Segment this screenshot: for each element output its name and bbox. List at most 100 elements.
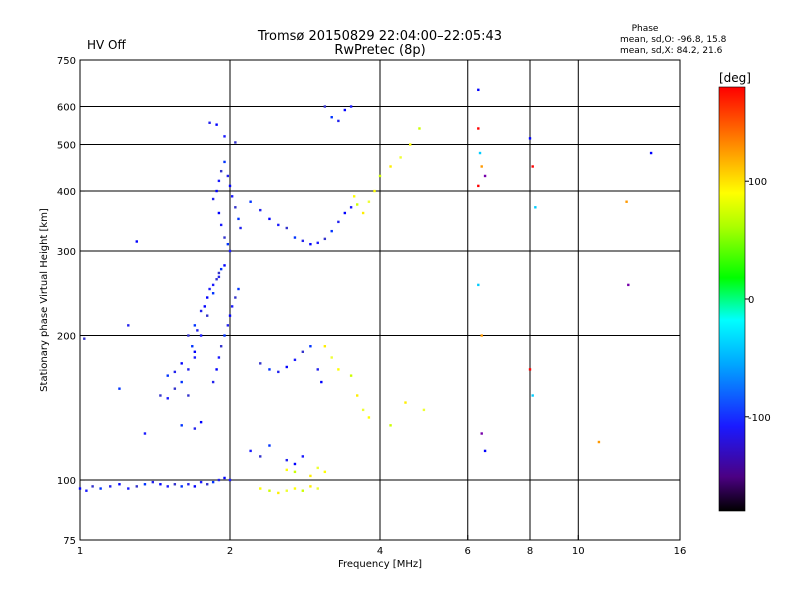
- data-point-s0-74: [226, 174, 230, 178]
- data-point-s0-104: [277, 370, 280, 374]
- data-point-s0-24: [127, 324, 130, 327]
- data-point-s0-47: [187, 334, 190, 337]
- data-point-s2-4: [483, 174, 487, 178]
- data-point-s0-75: [228, 184, 232, 188]
- data-point-s0-99: [337, 220, 340, 224]
- data-point-s0-67: [234, 296, 237, 299]
- data-point-s0-93: [293, 236, 297, 239]
- data-point-s0-60: [215, 368, 218, 371]
- colorbar-tick-label--100: -100: [748, 413, 771, 424]
- data-point-s0-119: [337, 119, 340, 123]
- data-point-s0-100: [343, 211, 347, 215]
- data-point-s0-112: [259, 455, 262, 458]
- data-point-s0-85: [215, 123, 218, 126]
- data-point-s1-19: [330, 356, 333, 359]
- data-point-s0-64: [226, 324, 230, 327]
- data-point-s0-58: [219, 267, 223, 271]
- data-point-s0-78: [237, 217, 240, 221]
- data-point-s1-12: [373, 189, 376, 193]
- data-point-s0-9: [151, 480, 155, 484]
- data-point-s0-79: [239, 226, 242, 230]
- data-point-s0-113: [268, 444, 271, 447]
- data-point-s2-5: [528, 137, 532, 140]
- data-point-s1-18: [323, 345, 327, 348]
- data-point-s0-114: [285, 458, 288, 462]
- data-point-s0-42: [205, 314, 209, 317]
- data-point-s1-17: [418, 127, 421, 130]
- phase-heading: Phase: [632, 24, 659, 34]
- data-point-s0-81: [219, 223, 223, 227]
- data-point-s0-110: [320, 380, 323, 384]
- data-point-s0-0: [78, 487, 82, 490]
- data-point-s0-16: [199, 480, 203, 484]
- data-point-s0-77: [234, 206, 237, 209]
- data-point-s0-40: [193, 350, 197, 353]
- x-tick-label-1: 1: [77, 546, 83, 557]
- data-point-s1-31: [316, 466, 319, 470]
- data-point-s2-8: [625, 200, 628, 203]
- data-point-s1-10: [361, 211, 365, 215]
- data-point-s0-46: [228, 249, 232, 253]
- x-tick-label-4: 4: [377, 546, 383, 557]
- data-point-s0-109: [316, 368, 319, 371]
- data-point-s0-98: [330, 229, 333, 233]
- data-point-s0-71: [217, 179, 221, 183]
- data-point-s0-73: [223, 160, 226, 164]
- data-point-s0-111: [249, 449, 252, 453]
- data-point-s2-14: [480, 432, 483, 435]
- data-point-s0-107: [301, 350, 305, 353]
- data-point-s1-8: [352, 195, 356, 198]
- colorbar-tick-label-100: 100: [748, 177, 767, 188]
- data-point-s0-52: [217, 271, 221, 275]
- data-point-s0-105: [285, 365, 288, 369]
- data-point-s0-106: [293, 358, 297, 362]
- data-point-s0-62: [219, 345, 223, 348]
- data-point-s1-16: [409, 143, 412, 146]
- data-point-s0-51: [211, 283, 215, 287]
- colorbar-tick-label-0: 0: [748, 295, 754, 306]
- x-tick-label-6: 6: [465, 546, 471, 557]
- data-point-s0-1: [85, 489, 88, 492]
- status-label: HV Off: [87, 38, 126, 52]
- data-point-s0-37: [173, 387, 177, 390]
- data-point-s0-3: [99, 487, 102, 490]
- colorbar-gradient: [718, 86, 746, 512]
- data-point-s0-18: [211, 480, 215, 484]
- data-point-s0-10: [159, 483, 162, 486]
- data-point-s0-7: [135, 485, 138, 488]
- data-point-s0-69: [211, 197, 215, 201]
- y-tick-label-750: 750: [57, 56, 76, 67]
- data-point-s1-6: [309, 485, 312, 488]
- data-point-s0-44: [217, 275, 221, 279]
- plot-area: 1 2 4 6 8 10 16 75 100 200 300 400 500 600 750: [57, 56, 686, 557]
- data-point-s0-25: [135, 240, 138, 243]
- data-point-s0-59: [211, 380, 215, 384]
- data-point-s0-116: [301, 455, 305, 458]
- data-point-s0-36: [166, 397, 169, 400]
- data-point-s0-86: [223, 135, 226, 138]
- data-point-s2-2: [478, 151, 482, 155]
- data-point-s0-56: [208, 287, 211, 291]
- data-point-s2-9: [627, 283, 630, 287]
- data-point-s0-108: [309, 345, 312, 348]
- data-point-s1-24: [367, 416, 371, 419]
- data-point-s2-1: [477, 127, 480, 130]
- data-point-s0-50: [205, 296, 209, 299]
- data-point-s2-3: [480, 165, 483, 168]
- data-point-s1-5: [301, 489, 305, 492]
- data-point-s0-82: [223, 236, 226, 239]
- x-axis-label: Frequency [MHz]: [338, 559, 422, 570]
- data-point-s0-21: [228, 478, 232, 482]
- data-point-s0-45: [223, 264, 226, 267]
- x-tick-label-16: 16: [674, 546, 687, 557]
- data-point-s0-102: [259, 362, 262, 365]
- data-point-s2-18: [597, 440, 601, 444]
- data-point-s2-13: [480, 334, 483, 337]
- data-point-s2-15: [483, 449, 487, 453]
- colorbar-ticks: 100 0 -100: [745, 177, 771, 424]
- data-point-s0-29: [173, 370, 177, 374]
- y-tick-label-100: 100: [57, 476, 76, 487]
- colorbar-label: [deg]: [719, 71, 751, 85]
- data-point-s2-12: [477, 283, 480, 287]
